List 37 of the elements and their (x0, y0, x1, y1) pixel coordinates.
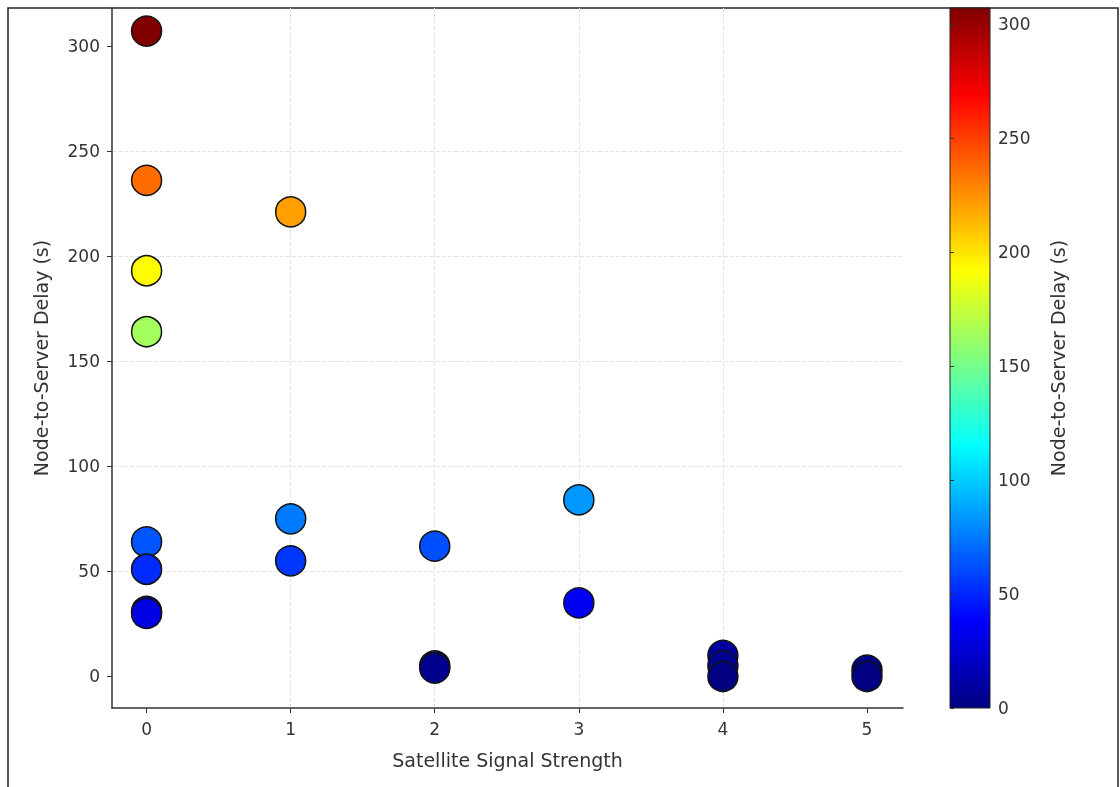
point (419, 530, 451, 562)
color-bar-label: 200 (998, 241, 1031, 262)
y-tick-label: 250 (67, 140, 100, 161)
point (130, 255, 163, 287)
point (130, 164, 163, 197)
point (851, 660, 883, 693)
color-bar-label: 50 (998, 583, 1020, 604)
point (130, 526, 163, 558)
y-axis-title: Node-to-Server Delay (s) (29, 239, 52, 477)
y-tick-label: 50 (78, 561, 100, 582)
x-tick-label: 2 (429, 718, 441, 739)
y-tick-label: 0 (89, 666, 100, 687)
point (274, 545, 307, 577)
point (130, 315, 163, 348)
point (130, 15, 163, 47)
color-bar-label: 0 (998, 698, 1009, 718)
y-tick-label: 100 (67, 456, 100, 477)
x-tick-label: 4 (717, 718, 729, 739)
color-bar-label: 250 (998, 127, 1031, 148)
color-bar-label: 150 (998, 355, 1031, 376)
point (274, 196, 307, 228)
point (707, 660, 739, 693)
x-tick-label: 0 (141, 718, 152, 739)
x-axis-title: Satellite Signal Strength (392, 748, 623, 771)
color-bar-title: Node-to-Server Delay (s) (1046, 239, 1069, 477)
y-tick-label: 150 (67, 351, 100, 372)
x-tick-label: 3 (573, 718, 585, 739)
y-tick-label: 300 (67, 35, 100, 56)
point (130, 553, 163, 585)
point (274, 503, 307, 535)
color-bar-label: 300 (998, 13, 1031, 34)
x-tick-label: 5 (861, 718, 873, 739)
x-tick-label: 1 (285, 718, 297, 739)
y-tick-label: 200 (67, 246, 100, 267)
point (563, 587, 595, 619)
point (563, 484, 595, 516)
color-bar-label: 100 (998, 469, 1031, 490)
